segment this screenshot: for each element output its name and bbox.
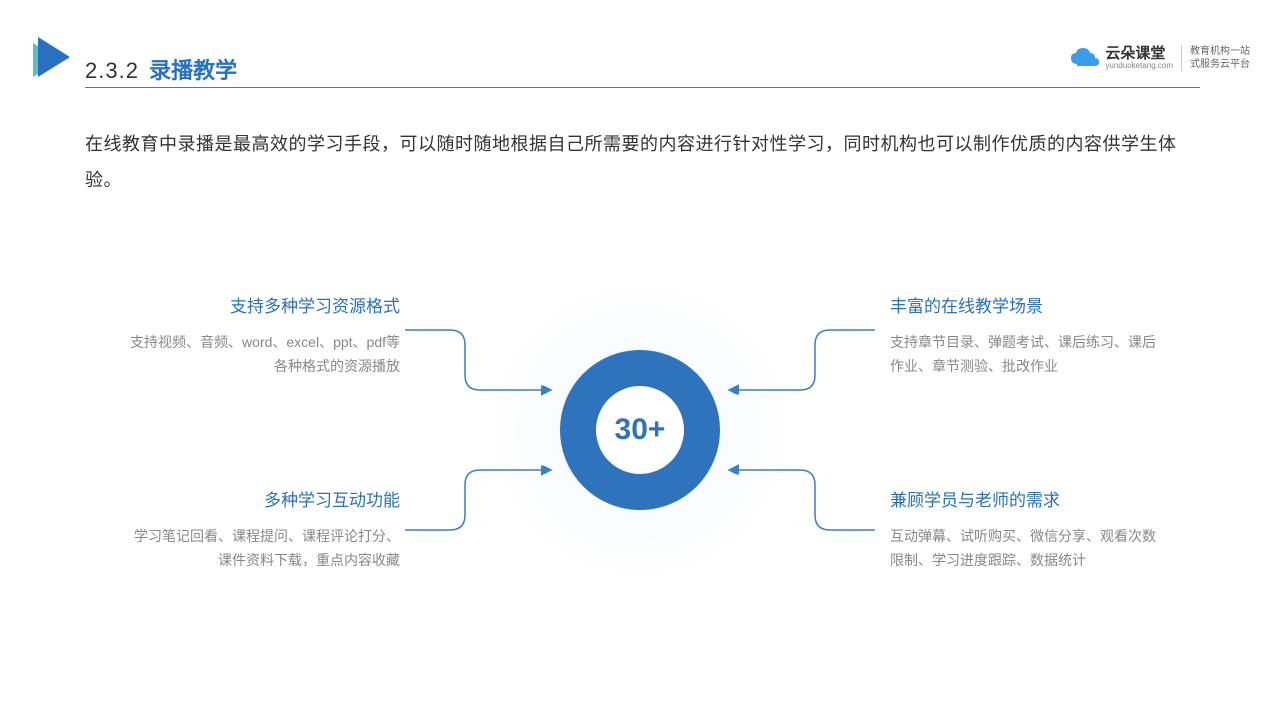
section-name: 录播教学	[149, 58, 237, 83]
feature-title: 兼顾学员与老师的需求	[890, 486, 1160, 511]
section-title: 2.3.2 录播教学	[85, 53, 237, 85]
logo-tagline: 教育机构一站式服务云平台	[1190, 45, 1250, 71]
header: 2.3.2 录播教学 云朵课堂 yunduoketang.com 教育机构一站式…	[0, 35, 1280, 100]
logo-divider	[1181, 45, 1182, 71]
feature-desc: 互动弹幕、试听购买、微信分享、观看次数限制、学习进度跟踪、数据统计	[890, 525, 1160, 573]
feature-top-right: 丰富的在线教学场景 支持章节目录、弹题考试、课后练习、课后作业、章节测验、批改作…	[890, 292, 1160, 379]
logo-name: 云朵课堂	[1105, 46, 1173, 61]
cloud-icon	[1069, 46, 1101, 70]
intro-paragraph: 在线教育中录播是最高效的学习手段，可以随时随地根据自己所需要的内容进行针对性学习…	[85, 126, 1200, 198]
feature-diagram: 30+ 支持多种学习资源格式 支持视频、音频、word、excel、ppt、pd…	[0, 260, 1280, 660]
title-underline	[85, 87, 1200, 88]
brand-logo: 云朵课堂 yunduoketang.com 教育机构一站式服务云平台	[1069, 45, 1250, 71]
section-number: 2.3.2	[85, 58, 139, 83]
center-value: 30+	[540, 330, 740, 530]
feature-desc: 学习笔记回看、课程提问、课程评论打分、课件资料下载，重点内容收藏	[130, 525, 400, 573]
feature-title: 支持多种学习资源格式	[130, 292, 400, 317]
logo-url: yunduoketang.com	[1105, 61, 1173, 70]
feature-title: 多种学习互动功能	[130, 486, 400, 511]
feature-title: 丰富的在线教学场景	[890, 292, 1160, 317]
feature-desc: 支持章节目录、弹题考试、课后练习、课后作业、章节测验、批改作业	[890, 331, 1160, 379]
feature-top-left: 支持多种学习资源格式 支持视频、音频、word、excel、ppt、pdf等各种…	[130, 292, 400, 379]
play-icon	[30, 35, 70, 85]
feature-desc: 支持视频、音频、word、excel、ppt、pdf等各种格式的资源播放	[130, 331, 400, 379]
feature-bottom-right: 兼顾学员与老师的需求 互动弹幕、试听购买、微信分享、观看次数限制、学习进度跟踪、…	[890, 486, 1160, 573]
feature-bottom-left: 多种学习互动功能 学习笔记回看、课程提问、课程评论打分、课件资料下载，重点内容收…	[130, 486, 400, 573]
center-circle: 30+	[540, 330, 740, 530]
